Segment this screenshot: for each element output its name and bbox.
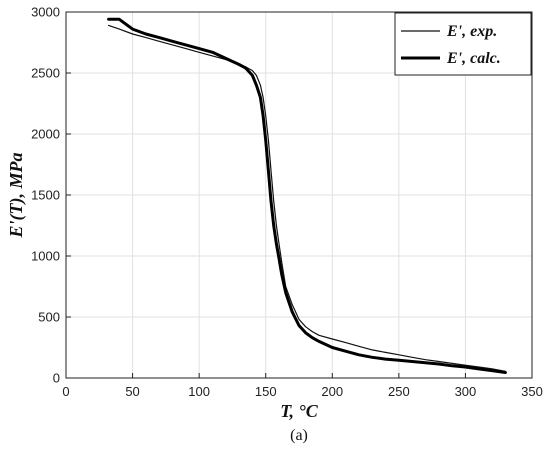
y-tick-label: 500 <box>38 310 60 325</box>
y-tick-label: 0 <box>53 371 60 386</box>
legend-label-exp: E', exp. <box>446 23 497 40</box>
x-tick-label: 0 <box>62 384 69 399</box>
x-tick-label: 100 <box>188 384 210 399</box>
y-tick-label: 1500 <box>31 188 60 203</box>
x-tick-label: 50 <box>125 384 139 399</box>
legend-label-calc: E', calc. <box>446 50 501 67</box>
x-tick-label: 350 <box>521 384 543 399</box>
x-tick-label: 300 <box>455 384 477 399</box>
series-line-exp <box>107 24 506 372</box>
y-tick-label: 2500 <box>31 66 60 81</box>
x-axis-ticks: 0 50 100 150 200 250 300 350 <box>62 373 543 399</box>
y-tick-label: 3000 <box>31 5 60 20</box>
x-tick-label: 200 <box>321 384 343 399</box>
y-axis-title: E'(T), MPa <box>6 153 27 239</box>
y-tick-label: 2000 <box>31 127 60 142</box>
x-tick-label: 250 <box>388 384 410 399</box>
x-axis-title: T, °C <box>280 401 319 421</box>
series-group <box>107 17 507 374</box>
figure-caption: (a) <box>290 427 308 444</box>
y-axis-ticks: 0 500 1000 1500 2000 2500 3000 <box>31 5 71 386</box>
x-tick-label: 150 <box>255 384 277 399</box>
legend-box <box>394 12 532 76</box>
series-line-calc <box>107 17 507 374</box>
legend: E', exp. E', calc. <box>394 12 532 76</box>
y-tick-label: 1000 <box>31 249 60 264</box>
